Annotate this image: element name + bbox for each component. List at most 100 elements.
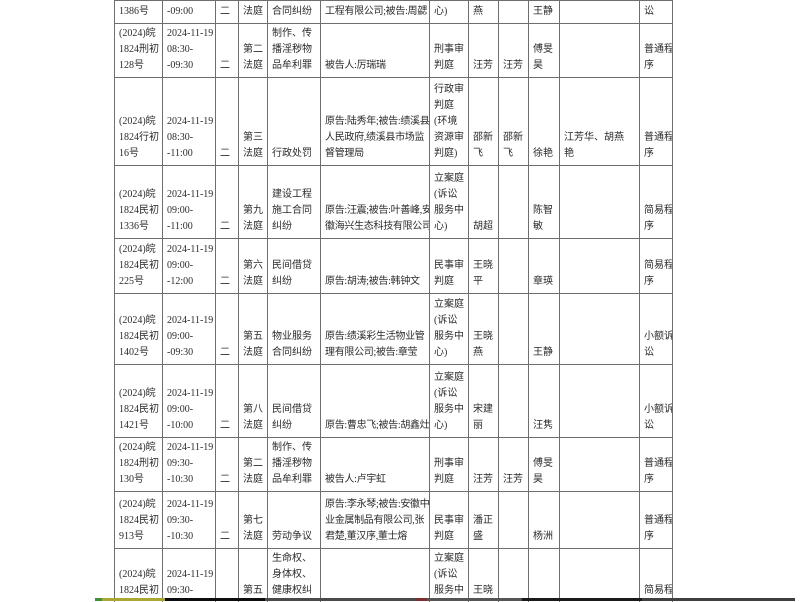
- cell-presiding_judge: 王晓: [468, 548, 499, 602]
- cell-courtroom: 第五 法庭: [238, 293, 268, 365]
- cell-parties: 原告:汪震;被告:叶善峰,安 徽海兴生态科技有限公司: [320, 165, 430, 239]
- cell-court_level: [215, 548, 239, 602]
- cell-procedure: 小额诉 讼: [639, 364, 673, 438]
- cell-parties: 原告:陆秀年;被告:绩溪县 人民政府,绩溪县市场监 督管理局: [320, 77, 430, 166]
- cell-jurors: [559, 23, 640, 78]
- cell-cause_of_action: 合同纠纷: [267, 0, 321, 24]
- table-row: 1386号 -09:00 二法庭 合同纠纷 工程有限公司;被告:周勰 心) 燕 王静 讼: [114, 0, 673, 24]
- cell-court_level: 二: [215, 437, 239, 492]
- cell-presiding_judge: 汪芳: [468, 437, 499, 492]
- cell-case_number: (2024)皖 1824刑初 130号: [114, 437, 163, 492]
- table-body: 1386号 -09:00 二法庭 合同纠纷 工程有限公司;被告:周勰 心) 燕王静讼 (202…: [114, 0, 673, 602]
- cell-clerk: 汪隽: [528, 364, 560, 438]
- cell-department: 心): [429, 0, 469, 24]
- cell-clerk: 傅旻 昊: [528, 23, 560, 78]
- cell-clerk: 徐艳: [528, 77, 560, 166]
- cell-department: 立案庭 (诉讼 服务中 心): [429, 165, 469, 239]
- cell-jurors: [559, 364, 640, 438]
- cell-department: 刑事审 判庭: [429, 23, 469, 78]
- cell-clerk: 傅旻 昊: [528, 437, 560, 492]
- cell-judge: 邵新 飞: [498, 77, 529, 166]
- cell-parties: [320, 548, 430, 602]
- artifact-segment: [642, 598, 795, 601]
- cell-court_level: 二: [215, 23, 239, 78]
- cell-presiding_judge: 潘正 盛: [468, 491, 499, 549]
- cell-department: 立案庭 (诉讼 服务中 心): [429, 293, 469, 365]
- cell-department: 立案庭 (诉讼 服务中 心): [429, 364, 469, 438]
- cell-case_number: (2024)皖 1824民初 225号: [114, 238, 163, 294]
- cell-cause_of_action: 民间借贷 纠纷: [267, 238, 321, 294]
- cell-hearing_time: 2024-11-19 09:30- -10:30: [162, 437, 216, 492]
- cell-hearing_time: 2024-11-19 08:30- -11:00: [162, 77, 216, 166]
- cell-courtroom: 第七 法庭: [238, 491, 268, 549]
- table-row: (2024)皖 1824行初 16号 2024-11-19 08:30- -11:…: [114, 77, 673, 166]
- cell-courtroom: 第二 法庭: [238, 437, 268, 492]
- cell-courtroom: 第九 法庭: [238, 165, 268, 239]
- cell-department: 民事审 判庭: [429, 491, 469, 549]
- cell-department: 民事审 判庭: [429, 238, 469, 294]
- cell-court_level: 二: [215, 165, 239, 239]
- cell-presiding_judge: 邵新 飞: [468, 77, 499, 166]
- cell-procedure: 简易程 序: [639, 165, 673, 239]
- cell-court_level: 二: [215, 364, 239, 438]
- cell-presiding_judge: 王晓 平: [468, 238, 499, 294]
- table-row: (2024)皖 1824民初 2024-11-19 09:30- 第五 生命权、 …: [114, 548, 673, 602]
- cell-case_number: (2024)皖 1824民初 1336号: [114, 165, 163, 239]
- cell-presiding_judge: 汪芳: [468, 23, 499, 78]
- cell-hearing_time: 2024-11-19 08:30- -09:30: [162, 23, 216, 78]
- cell-jurors: 江芳华、胡燕 艳: [559, 77, 640, 166]
- cell-case_number: (2024)皖 1824民初 1402号: [114, 293, 163, 365]
- cell-procedure: 普通程 序: [639, 491, 673, 549]
- cell-department: 立案庭 (诉讼 服务中: [429, 548, 469, 602]
- cell-procedure: 普通程 序: [639, 77, 673, 166]
- cell-department: 刑事审 判庭: [429, 437, 469, 492]
- cell-clerk: 陈智 敏: [528, 165, 560, 239]
- cell-cause_of_action: 物业服务 合同纠纷: [267, 293, 321, 365]
- cell-court_level: 二: [215, 491, 239, 549]
- cell-case_number: (2024)皖 1824刑初 128号: [114, 23, 163, 78]
- cell-case_number: (2024)皖 1824民初: [114, 548, 163, 602]
- cell-cause_of_action: 行政处罚: [267, 77, 321, 166]
- cell-parties: 原告:曹忠飞;被告:胡鑫灶: [320, 364, 430, 438]
- cell-clerk: 王静: [528, 293, 560, 365]
- artifact-segment: [415, 598, 427, 601]
- table-row: (2024)皖 1824民初 1421号 2024-11-19 09:00- -1…: [114, 364, 673, 438]
- cell-case_number: (2024)皖 1824民初 1421号: [114, 364, 163, 438]
- table-row: (2024)皖 1824民初 225号 2024-11-19 09:00- -12…: [114, 238, 673, 294]
- cell-hearing_time: 2024-11-19 09:00- -11:00: [162, 165, 216, 239]
- table-row: (2024)皖 1824民初 1402号 2024-11-19 09:00- -0…: [114, 293, 673, 365]
- cell-jurors: [559, 165, 640, 239]
- render-artifact-strip: [0, 598, 800, 602]
- cell-hearing_time: 2024-11-19 09:00- -12:00: [162, 238, 216, 294]
- cell-cause_of_action: 制作、传 播淫秽物 品牟利罪: [267, 23, 321, 78]
- table-row: (2024)皖 1824刑初 128号 2024-11-19 08:30- -09…: [114, 23, 673, 78]
- cell-courtroom: 第三 法庭: [238, 77, 268, 166]
- table-row: (2024)皖 1824刑初 130号 2024-11-19 09:30- -10…: [114, 437, 673, 492]
- table-row: (2024)皖 1824民初 1336号 2024-11-19 09:00- -1…: [114, 165, 673, 239]
- cell-case_number: (2024)皖 1824民初 913号: [114, 491, 163, 549]
- cell-jurors: [559, 238, 640, 294]
- cell-parties: 工程有限公司;被告:周勰: [320, 0, 430, 24]
- cell-judge: [498, 165, 529, 239]
- cell-parties: 被告人:厉瑞瑞: [320, 23, 430, 78]
- cell-procedure: 普通程 序: [639, 437, 673, 492]
- cell-cause_of_action: 制作、传 播淫秽物 品牟利罪: [267, 437, 321, 492]
- cell-department: 行政审 判庭 (环境 资源审 判庭): [429, 77, 469, 166]
- cell-case_number: (2024)皖 1824行初 16号: [114, 77, 163, 166]
- cell-parties: 原告:胡涛;被告:韩钟文: [320, 238, 430, 294]
- cell-cause_of_action: 劳动争议: [267, 491, 321, 549]
- cell-parties: 原告:绩溪彩生活物业管 理有限公司;被告:章莹: [320, 293, 430, 365]
- cell-jurors: [559, 0, 640, 24]
- cell-parties: 原告:李永琴;被告:安徽中 业金属制品有限公司,张 君楚,董汉序,董士熔: [320, 491, 430, 549]
- cell-courtroom: 法庭: [238, 0, 268, 24]
- cell-clerk: [528, 548, 560, 602]
- cell-court_level: 二: [215, 0, 239, 24]
- cell-judge: [498, 548, 529, 602]
- artifact-segment: [102, 598, 165, 601]
- cell-judge: 汪芳: [498, 23, 529, 78]
- court-hearing-schedule-table: 1386号 -09:00 二法庭 合同纠纷 工程有限公司;被告:周勰 心) 燕王静讼 (202…: [114, 0, 673, 602]
- table-row: (2024)皖 1824民初 913号 2024-11-19 09:30- -10…: [114, 491, 673, 549]
- cell-cause_of_action: 生命权、 身体权、 健康权纠: [267, 548, 321, 602]
- cell-courtroom: 第二 法庭: [238, 23, 268, 78]
